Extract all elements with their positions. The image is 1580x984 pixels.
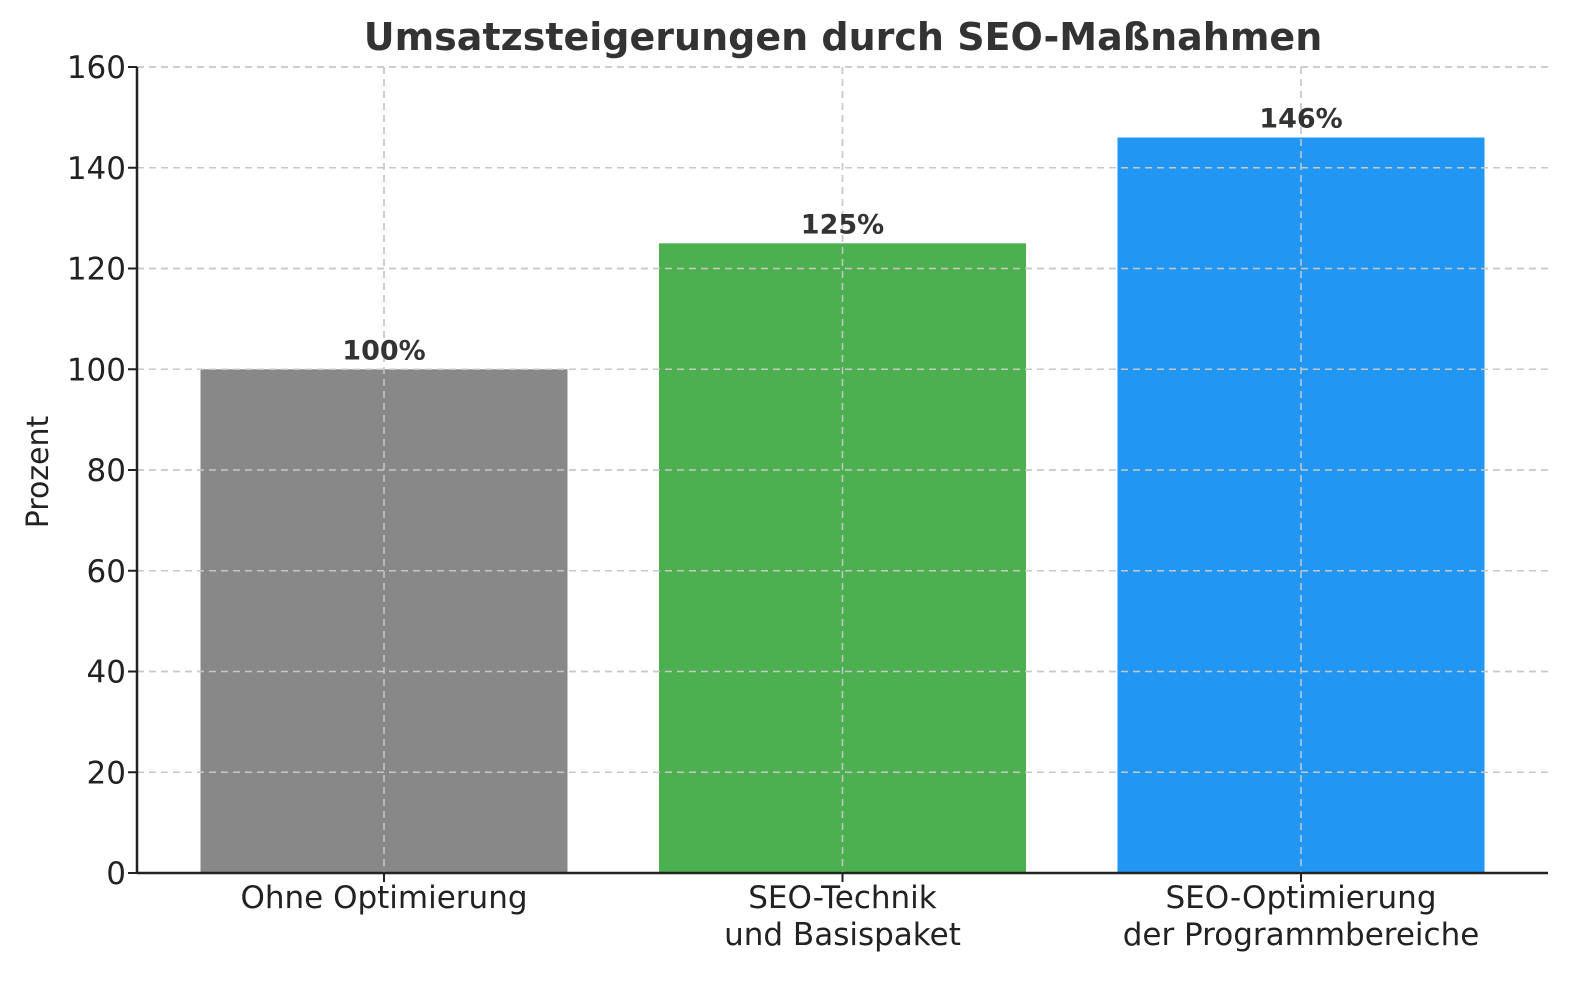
chart-title: Umsatzsteigerungen durch SEO-Maßnahmen	[364, 15, 1323, 59]
y-tick-label: 40	[87, 655, 126, 691]
x-tick-label: und Basispaket	[724, 917, 961, 953]
y-tick-label: 0	[106, 856, 126, 892]
y-tick-label: 160	[67, 50, 126, 86]
x-tick-label: SEO-Optimierung	[1165, 880, 1436, 916]
y-tick-label: 80	[87, 453, 126, 489]
y-tick-label: 120	[67, 252, 126, 288]
y-tick-label: 140	[67, 151, 126, 187]
labels: 0 20 40 60 80 100 120 140 160 Ohne Optimierung SEO…	[67, 50, 1479, 953]
axes	[128, 66, 1548, 882]
y-axis-label: Prozent	[21, 415, 56, 528]
y-tick-label: 60	[87, 554, 126, 590]
data-label: 146%	[1259, 104, 1342, 135]
x-tick-label: der Programmbereiche	[1123, 917, 1480, 953]
data-label: 125%	[801, 209, 884, 240]
y-tick-label: 20	[87, 755, 126, 791]
data-label: 100%	[342, 335, 425, 366]
x-tick-label: Ohne Optimierung	[240, 880, 527, 916]
x-tick-label: SEO-Technik	[748, 880, 937, 916]
y-tick-label: 100	[67, 352, 126, 388]
